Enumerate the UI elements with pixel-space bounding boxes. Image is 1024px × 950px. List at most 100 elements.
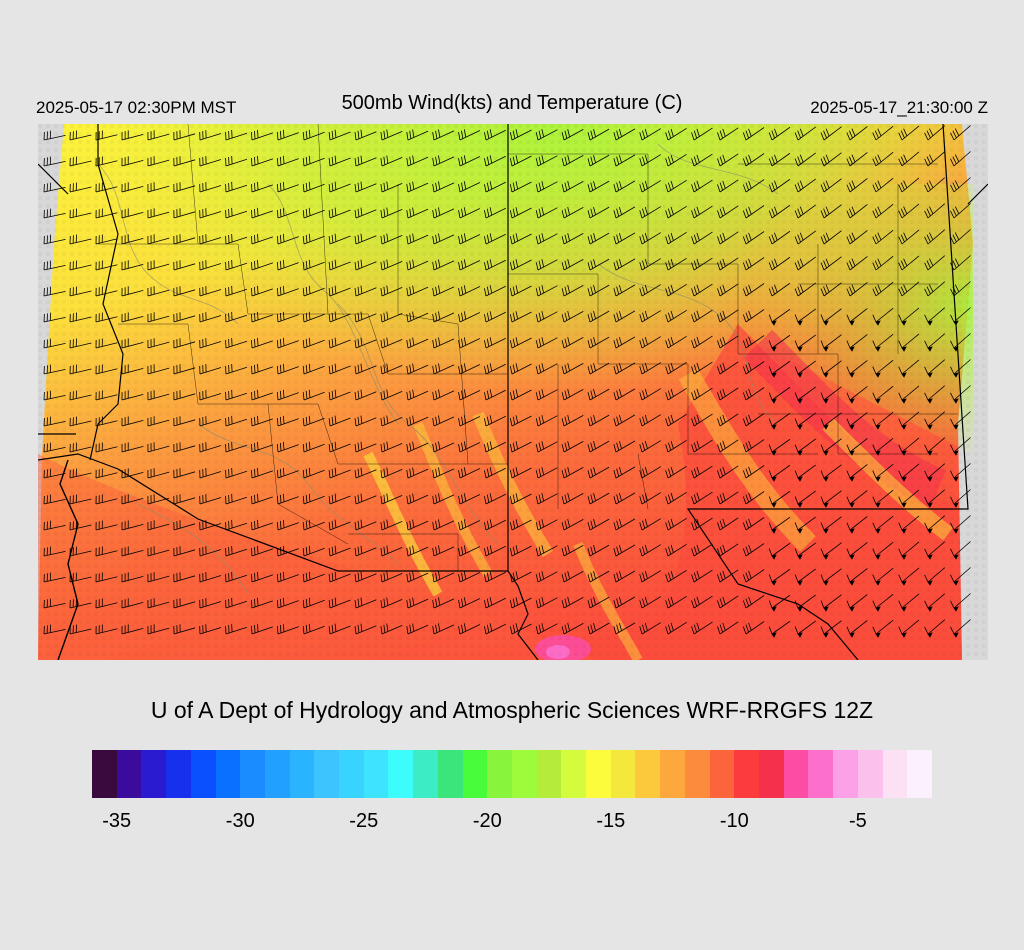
wind-barb: [251, 493, 273, 505]
wind-barb: [691, 517, 713, 531]
wind-barb: [924, 619, 946, 638]
wind-barb: [898, 281, 920, 297]
wind-barb: [276, 571, 299, 583]
wind-barb: [121, 624, 144, 635]
wind-barb: [846, 308, 868, 326]
wind-barb: [458, 545, 481, 557]
wind-barb: [665, 309, 687, 323]
wind-barb: [328, 233, 351, 245]
wind-barb: [613, 154, 636, 167]
wind-barb: [302, 155, 325, 167]
wind-barb: [691, 439, 713, 453]
wind-barb: [251, 467, 273, 479]
wind-barb: [43, 234, 66, 245]
colorbar-swatch: [314, 750, 340, 798]
wind-barb: [406, 259, 429, 271]
colorbar-swatch: [240, 750, 265, 798]
wind-barb: [484, 155, 506, 167]
colorbar-swatch: [758, 750, 784, 798]
wind-barb: [924, 229, 946, 245]
wind-barb: [742, 205, 765, 219]
colorbar-swatch: [116, 750, 142, 798]
wind-barb: [251, 285, 273, 297]
wind-barb: [406, 597, 429, 609]
wind-barb: [587, 336, 610, 349]
wind-barb: [69, 130, 92, 141]
wind-barb: [561, 337, 584, 349]
wind-barb: [484, 259, 506, 271]
wind-barb: [820, 126, 842, 141]
wind-barb: [717, 569, 739, 583]
colorbar-swatch: [190, 750, 216, 798]
wind-barb: [509, 493, 532, 505]
wind-barb: [43, 520, 66, 531]
wind-barb: [768, 620, 791, 638]
wind-barb: [872, 359, 894, 378]
california-river: [57, 459, 79, 660]
wind-barb: [535, 415, 558, 427]
wind-barb: [328, 207, 351, 219]
wind-barb: [328, 389, 351, 401]
wind-barb: [199, 442, 222, 453]
wind-barb: [613, 284, 636, 297]
wind-barb: [768, 594, 791, 612]
wind-barb: [924, 515, 946, 534]
wind-barb: [613, 388, 636, 401]
wind-barb: [69, 208, 92, 219]
wind-barb: [302, 597, 325, 609]
wind-barb: [950, 541, 971, 560]
wind-barb: [225, 312, 248, 323]
wind-barb: [691, 621, 713, 635]
wind-barb: [432, 467, 455, 479]
wind-barb: [898, 333, 920, 352]
wind-barb: [639, 492, 662, 505]
wind-barb: [846, 256, 868, 271]
wind-barb: [820, 152, 842, 167]
wind-barb: [43, 546, 66, 557]
wind-barb: [276, 519, 299, 531]
wind-barb: [95, 390, 118, 401]
nevada-arizona-border: [38, 453, 508, 572]
colorbar-swatch: [264, 750, 290, 798]
wind-barb: [354, 493, 377, 505]
wind-barb: [717, 335, 739, 349]
wind-barb: [484, 545, 506, 557]
wind-barb: [561, 493, 584, 505]
wind-barb: [846, 152, 868, 167]
wind-barb: [950, 333, 971, 352]
wind-barb: [872, 307, 894, 326]
wind-barb: [432, 363, 455, 375]
wind-barb: [354, 545, 377, 557]
wind-barb: [561, 571, 584, 583]
wind-barb: [69, 260, 92, 271]
wind-barb: [43, 338, 66, 349]
wind-barb: [561, 181, 584, 193]
wind-barb: [587, 414, 610, 427]
wind-barb: [432, 155, 455, 167]
wind-barb: [820, 438, 842, 456]
wind-barb: [820, 334, 842, 352]
temperature-wind-map: [38, 124, 988, 660]
wind-barb: [691, 153, 713, 167]
wind-barb: [225, 494, 248, 505]
wind-barb: [432, 519, 455, 531]
wind-barb: [898, 437, 920, 456]
wind-barb: [820, 308, 842, 326]
wind-barb: [276, 285, 299, 297]
wind-barb: [147, 208, 170, 219]
wind-barb: [458, 415, 481, 427]
wind-barb: [354, 623, 377, 635]
wind-barb: [665, 153, 687, 167]
wind-barb: [380, 597, 403, 609]
wind-barb: [665, 595, 687, 609]
colorbar-swatch: [511, 750, 537, 798]
wind-barb: [251, 129, 273, 141]
colorbar-swatch: [388, 750, 414, 798]
wind-barb: [742, 439, 765, 453]
wind-barb: [406, 441, 429, 453]
wind-barb: [872, 333, 894, 352]
wind-barb: [328, 597, 351, 609]
wind-barb: [406, 493, 429, 505]
wind-barb: [199, 494, 222, 505]
wind-barb: [639, 128, 662, 141]
